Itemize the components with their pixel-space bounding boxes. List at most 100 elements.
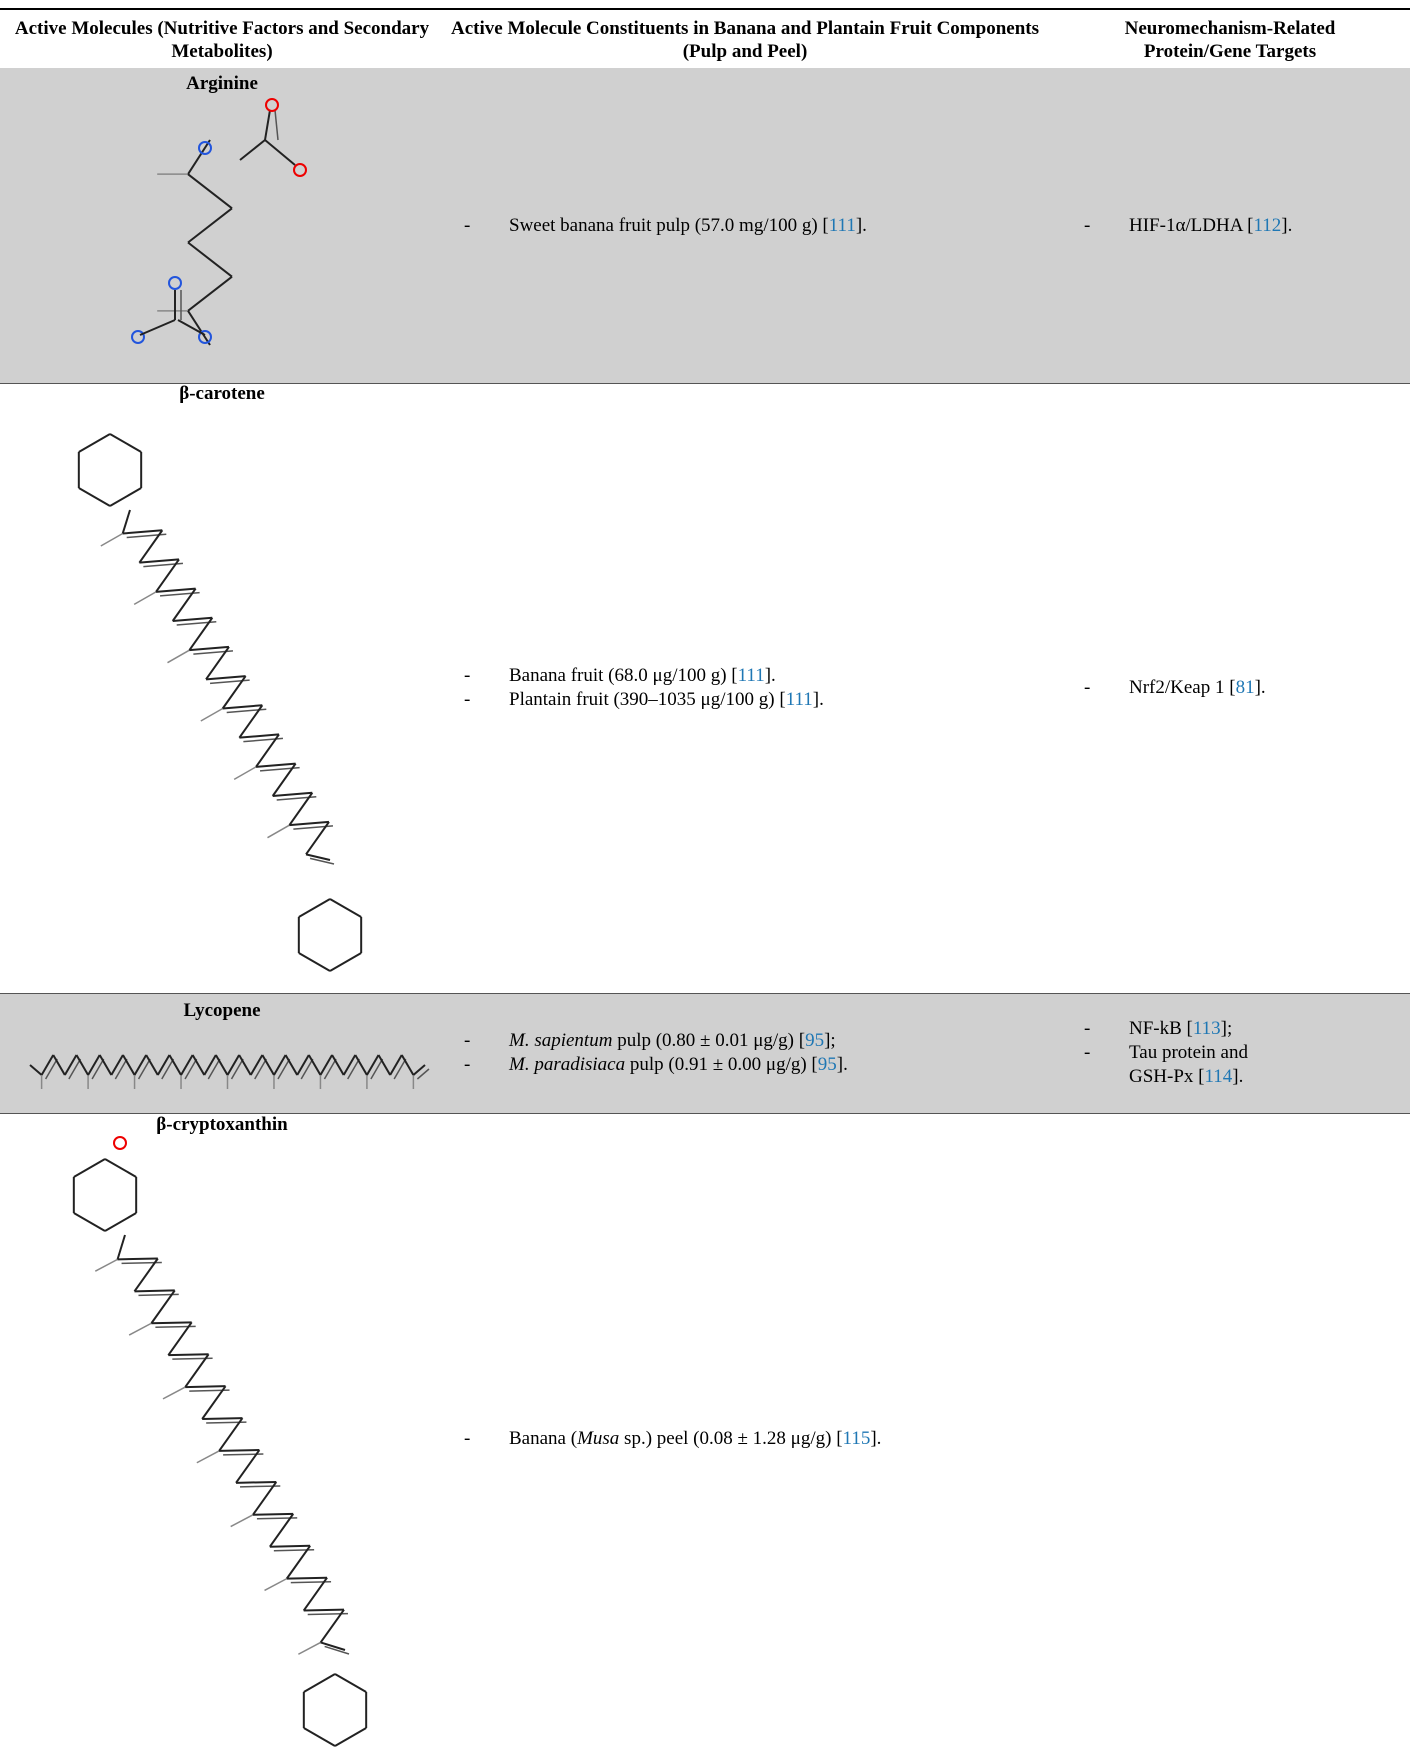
bond xyxy=(134,1290,174,1291)
bond xyxy=(185,1059,197,1079)
bond xyxy=(163,1387,185,1399)
bond xyxy=(293,826,333,829)
bond xyxy=(324,1059,336,1079)
bond xyxy=(277,797,317,800)
bond xyxy=(53,1055,65,1075)
bond xyxy=(110,488,141,506)
bond xyxy=(320,1055,332,1075)
bond xyxy=(262,1055,274,1075)
bond xyxy=(193,1055,205,1075)
bond xyxy=(123,530,163,533)
bond xyxy=(273,793,313,796)
bond xyxy=(129,1323,151,1335)
bond xyxy=(278,1059,290,1079)
atom xyxy=(294,164,306,176)
bond xyxy=(177,622,217,625)
bond xyxy=(46,1059,58,1079)
bond xyxy=(310,858,334,864)
bond xyxy=(265,140,295,165)
bond xyxy=(88,1055,100,1075)
bond xyxy=(227,709,267,712)
bond xyxy=(236,1482,276,1483)
bond xyxy=(270,1546,310,1547)
bond xyxy=(267,825,289,838)
bond xyxy=(178,320,205,335)
bond xyxy=(289,822,329,825)
bond xyxy=(335,1728,366,1746)
bond xyxy=(105,1159,136,1177)
bond xyxy=(123,510,130,534)
bond xyxy=(298,1642,320,1654)
bond xyxy=(202,1418,242,1419)
bond xyxy=(216,1055,228,1075)
bond xyxy=(304,1610,344,1611)
bond xyxy=(167,650,189,663)
bond xyxy=(231,1515,253,1527)
bond xyxy=(79,434,110,452)
bond xyxy=(201,709,223,722)
row-rule xyxy=(0,383,1410,384)
bond xyxy=(299,953,330,971)
bond xyxy=(193,651,233,654)
bond xyxy=(228,1055,240,1075)
atom xyxy=(132,331,144,343)
bond xyxy=(79,488,110,506)
bond xyxy=(158,1055,170,1075)
bond xyxy=(243,738,283,741)
bond xyxy=(253,1514,293,1515)
bond xyxy=(169,1055,181,1075)
bond xyxy=(146,1055,158,1075)
bond xyxy=(173,618,213,621)
bond xyxy=(30,1065,42,1075)
atom xyxy=(114,1137,126,1149)
bond xyxy=(239,1055,251,1075)
bond xyxy=(189,647,229,650)
bond xyxy=(115,1059,127,1079)
bond xyxy=(105,1213,136,1231)
bond xyxy=(265,110,270,140)
bond xyxy=(208,1059,220,1079)
bond xyxy=(139,559,179,562)
bond xyxy=(379,1055,391,1075)
bond xyxy=(390,1055,402,1075)
bond xyxy=(234,767,256,780)
bond xyxy=(301,1059,313,1079)
row-rule xyxy=(0,1113,1410,1114)
bond xyxy=(394,1059,406,1079)
structures xyxy=(0,0,1410,1764)
bond xyxy=(110,434,141,452)
bond xyxy=(335,1674,366,1692)
bond xyxy=(185,1386,225,1387)
bond xyxy=(330,953,361,971)
bond xyxy=(223,705,263,708)
page: Active Molecules (Nutritive Factors and … xyxy=(0,0,1410,1764)
bond xyxy=(160,593,200,596)
bond xyxy=(74,1213,105,1231)
bond xyxy=(330,899,361,917)
bond xyxy=(92,1059,104,1079)
bond xyxy=(188,174,232,208)
bond xyxy=(210,680,250,683)
bond xyxy=(143,563,183,566)
bond xyxy=(348,1059,360,1079)
bond xyxy=(188,243,232,277)
bond xyxy=(197,1451,219,1463)
bond xyxy=(260,768,300,771)
bond xyxy=(151,1322,191,1323)
bond xyxy=(402,1055,414,1075)
bond xyxy=(76,1055,88,1075)
bond xyxy=(111,1055,123,1075)
bond xyxy=(65,1055,77,1075)
bond xyxy=(355,1055,367,1075)
atom xyxy=(169,277,181,289)
bond xyxy=(140,320,175,335)
bond xyxy=(127,534,167,537)
bond xyxy=(297,1055,309,1075)
bond xyxy=(286,1055,298,1075)
bond xyxy=(275,110,278,140)
bond xyxy=(255,1059,267,1079)
bond xyxy=(367,1055,379,1075)
bond xyxy=(232,1059,244,1079)
bond xyxy=(204,1055,216,1075)
bond xyxy=(240,140,265,160)
